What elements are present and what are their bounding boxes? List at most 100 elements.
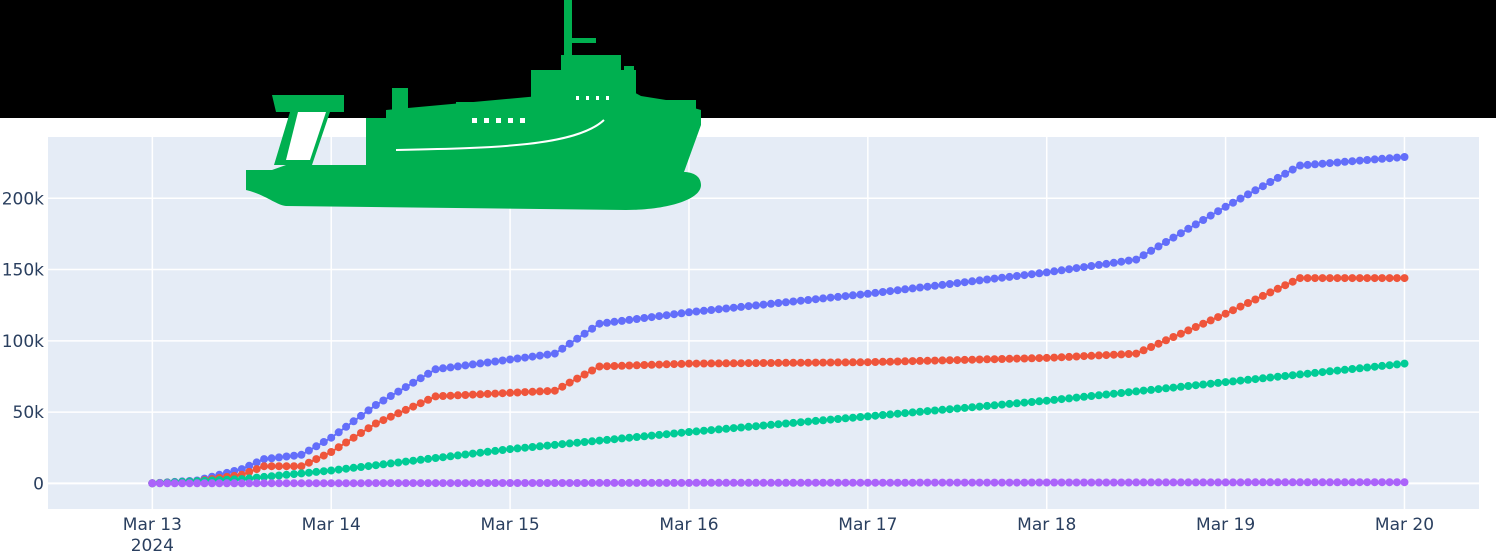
data-point [1266,478,1275,487]
data-point [647,313,656,322]
data-point [990,355,999,364]
data-point [1400,274,1409,283]
data-point [476,359,485,368]
data-point [1221,202,1230,211]
data-point [580,438,589,446]
data-point [312,442,321,451]
data-point [483,389,492,398]
data-point [319,479,328,488]
data-point [1117,257,1126,266]
data-point [357,429,365,437]
data-point [588,478,597,487]
data-point [603,318,611,327]
data-point [1363,478,1372,487]
data-point [1393,478,1401,487]
data-point [617,361,626,370]
data-point [297,479,306,488]
data-point [886,287,895,296]
data-point [1311,478,1319,487]
data-point [640,478,649,487]
data-point [1124,478,1133,487]
data-point [1244,375,1252,384]
data-point [610,317,619,326]
data-point [685,478,693,487]
data-point [886,410,895,419]
data-point [640,314,649,322]
data-point [1057,395,1066,404]
data-point [908,357,917,366]
data-point [513,388,522,397]
data-point [729,478,738,487]
data-point [1080,352,1088,361]
data-point [327,448,336,456]
data-point [1385,274,1394,283]
data-point [1236,478,1245,487]
data-point [364,462,373,471]
data-point [1363,363,1372,372]
data-point [781,419,790,428]
data-point [1340,478,1349,487]
data-point [535,479,544,487]
data-point [1072,478,1081,487]
data-point [319,451,328,460]
data-point [349,463,358,472]
data-point [1184,326,1193,335]
data-point [588,324,597,333]
data-point [647,431,656,440]
data-point [267,479,276,488]
data-point [1244,299,1252,307]
data-point [901,285,910,294]
data-point [1147,385,1156,394]
data-point [737,359,746,368]
data-point [737,302,746,311]
data-point [1139,478,1148,487]
data-point [811,416,820,425]
data-point [588,437,597,446]
data-point [1050,267,1059,276]
data-point [595,436,604,445]
data-point [491,479,500,487]
data-point [498,389,507,398]
data-point [901,409,910,418]
data-point [714,359,723,368]
data-point [371,461,380,470]
data-point [670,429,679,438]
data-point [908,284,917,293]
data-point [543,479,552,487]
data-point [573,479,582,487]
data-point [1169,333,1178,341]
data-point [513,444,522,453]
data-point [632,478,641,487]
data-point [632,315,641,323]
data-point [1370,478,1379,487]
data-point [416,399,425,408]
data-point [1221,478,1230,487]
data-point [699,426,708,435]
data-point [245,479,254,488]
x-tick-label: Mar 18 [1017,515,1076,535]
data-point [990,478,999,487]
data-point [856,290,865,299]
data-point [752,478,760,487]
data-point [1348,478,1357,487]
data-point [998,478,1006,487]
data-point [424,454,433,463]
data-point [1154,242,1163,251]
data-point [1370,155,1379,164]
x-tick-label: Mar 13 [123,515,182,535]
data-point [1281,372,1290,380]
data-point [916,478,924,487]
data-point [1191,323,1200,331]
data-point [379,416,388,425]
data-point [1296,370,1305,379]
data-point [491,446,500,455]
data-point [1385,478,1394,487]
x-tick-sublabel: 2024 [131,536,174,556]
data-point [774,358,783,367]
data-point [1162,384,1170,393]
data-point [1012,399,1021,408]
data-point [662,478,671,487]
data-point [1244,190,1252,199]
data-point [550,349,559,358]
data-point [1251,375,1260,384]
